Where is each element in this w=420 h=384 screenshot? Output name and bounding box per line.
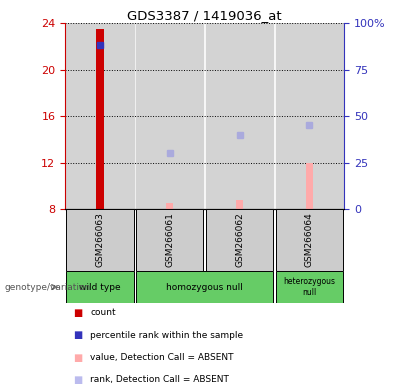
Bar (276, 271, 343, 303)
Text: GSM266061: GSM266061 (165, 213, 174, 267)
Bar (276, 209, 343, 271)
Text: ■: ■ (74, 375, 83, 384)
Bar (206, 23, 273, 209)
Text: heterozygous
null: heterozygous null (284, 277, 336, 297)
Text: GSM266062: GSM266062 (235, 213, 244, 267)
Text: ■: ■ (74, 353, 83, 362)
Text: wild type: wild type (79, 283, 121, 291)
Text: ■: ■ (74, 308, 83, 318)
Bar (136, 23, 203, 209)
Text: rank, Detection Call = ABSENT: rank, Detection Call = ABSENT (90, 375, 229, 384)
Text: percentile rank within the sample: percentile rank within the sample (90, 331, 244, 340)
Text: count: count (90, 308, 116, 318)
Bar (66, 23, 134, 209)
Text: ■: ■ (74, 330, 83, 340)
Bar (96, 29, 104, 209)
Bar (136, 271, 273, 303)
Bar (166, 203, 173, 209)
Bar (206, 209, 273, 271)
Text: GSM266063: GSM266063 (95, 213, 105, 267)
Title: GDS3387 / 1419036_at: GDS3387 / 1419036_at (127, 9, 282, 22)
Bar (66, 209, 134, 271)
Text: GSM266064: GSM266064 (305, 213, 314, 267)
Text: homozygous null: homozygous null (166, 283, 243, 291)
Text: genotype/variation: genotype/variation (4, 283, 90, 291)
Bar (136, 209, 203, 271)
Text: value, Detection Call = ABSENT: value, Detection Call = ABSENT (90, 353, 234, 362)
Bar (306, 163, 313, 209)
Bar (66, 271, 134, 303)
Bar (276, 23, 343, 209)
Bar (236, 200, 243, 209)
